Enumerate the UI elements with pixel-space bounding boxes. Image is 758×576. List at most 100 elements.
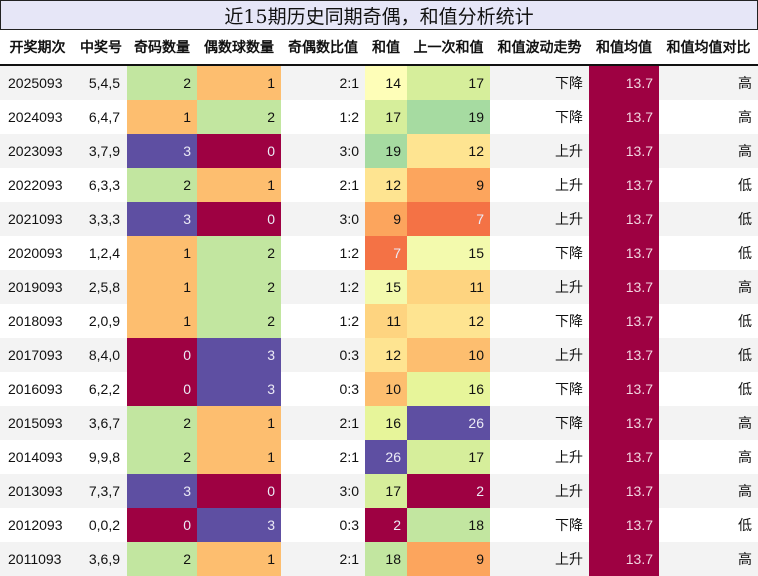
cell-sum: 2: [365, 508, 407, 542]
cell-odd-count: 2: [127, 168, 197, 202]
table-row: 2013093 7,3,7 3 0 3:0 17 2 上升 13.7 高: [0, 474, 758, 508]
table-row: 2023093 3,7,9 3 0 3:0 19 12 上升 13.7 高: [0, 134, 758, 168]
cell-prev-sum: 10: [407, 338, 490, 372]
cell-ratio: 0:3: [281, 372, 365, 406]
cell-even-count: 1: [197, 542, 281, 576]
col-header-odd-count: 奇码数量: [127, 30, 197, 66]
cell-even-count: 2: [197, 100, 281, 134]
cell-compare: 低: [659, 338, 758, 372]
cell-sum: 15: [365, 270, 407, 304]
cell-mean: 13.7: [589, 406, 659, 440]
cell-trend: 上升: [490, 474, 589, 508]
cell-compare: 低: [659, 168, 758, 202]
col-header-prev-sum: 上一次和值: [407, 30, 490, 66]
cell-trend: 上升: [490, 270, 589, 304]
table-row: 2015093 3,6,7 2 1 2:1 16 26 下降 13.7 高: [0, 406, 758, 440]
cell-even-count: 3: [197, 338, 281, 372]
cell-ratio: 2:1: [281, 168, 365, 202]
cell-numbers: 2,5,8: [75, 270, 127, 304]
cell-period: 2014093: [0, 440, 75, 474]
cell-mean: 13.7: [589, 508, 659, 542]
cell-period: 2021093: [0, 202, 75, 236]
cell-even-count: 0: [197, 202, 281, 236]
cell-numbers: 1,2,4: [75, 236, 127, 270]
col-header-period: 开奖期次: [0, 30, 75, 66]
cell-ratio: 3:0: [281, 134, 365, 168]
cell-even-count: 1: [197, 406, 281, 440]
table-row: 2021093 3,3,3 3 0 3:0 9 7 上升 13.7 低: [0, 202, 758, 236]
cell-even-count: 1: [197, 65, 281, 100]
cell-odd-count: 3: [127, 134, 197, 168]
cell-even-count: 1: [197, 168, 281, 202]
cell-mean: 13.7: [589, 100, 659, 134]
cell-period: 2012093: [0, 508, 75, 542]
cell-period: 2015093: [0, 406, 75, 440]
table-row: 2022093 6,3,3 2 1 2:1 12 9 上升 13.7 低: [0, 168, 758, 202]
cell-trend: 上升: [490, 134, 589, 168]
table-row: 2025093 5,4,5 2 1 2:1 14 17 下降 13.7 高: [0, 65, 758, 100]
cell-odd-count: 0: [127, 338, 197, 372]
col-header-even-count: 偶数球数量: [197, 30, 281, 66]
cell-compare: 高: [659, 406, 758, 440]
cell-mean: 13.7: [589, 304, 659, 338]
cell-sum: 17: [365, 100, 407, 134]
col-header-numbers: 中奖号: [75, 30, 127, 66]
table-row: 2024093 6,4,7 1 2 1:2 17 19 下降 13.7 高: [0, 100, 758, 134]
cell-numbers: 8,4,0: [75, 338, 127, 372]
cell-period: 2020093: [0, 236, 75, 270]
cell-mean: 13.7: [589, 134, 659, 168]
cell-compare: 低: [659, 304, 758, 338]
cell-trend: 下降: [490, 65, 589, 100]
cell-ratio: 1:2: [281, 236, 365, 270]
cell-period: 2019093: [0, 270, 75, 304]
cell-period: 2013093: [0, 474, 75, 508]
cell-ratio: 1:2: [281, 270, 365, 304]
cell-trend: 下降: [490, 304, 589, 338]
cell-numbers: 6,2,2: [75, 372, 127, 406]
cell-sum: 9: [365, 202, 407, 236]
cell-compare: 高: [659, 440, 758, 474]
cell-period: 2025093: [0, 65, 75, 100]
cell-odd-count: 2: [127, 440, 197, 474]
cell-trend: 上升: [490, 440, 589, 474]
table-title: 近15期历史同期奇偶，和值分析统计: [0, 0, 758, 30]
cell-odd-count: 2: [127, 65, 197, 100]
cell-numbers: 2,0,9: [75, 304, 127, 338]
table-row: 2016093 6,2,2 0 3 0:3 10 16 下降 13.7 低: [0, 372, 758, 406]
cell-trend: 下降: [490, 372, 589, 406]
cell-ratio: 1:2: [281, 304, 365, 338]
cell-trend: 上升: [490, 202, 589, 236]
cell-numbers: 7,3,7: [75, 474, 127, 508]
cell-sum: 12: [365, 338, 407, 372]
cell-even-count: 2: [197, 304, 281, 338]
cell-trend: 下降: [490, 508, 589, 542]
cell-numbers: 9,9,8: [75, 440, 127, 474]
cell-odd-count: 3: [127, 474, 197, 508]
cell-sum: 26: [365, 440, 407, 474]
cell-even-count: 0: [197, 474, 281, 508]
cell-mean: 13.7: [589, 372, 659, 406]
cell-prev-sum: 19: [407, 100, 490, 134]
cell-odd-count: 1: [127, 236, 197, 270]
cell-mean: 13.7: [589, 202, 659, 236]
cell-odd-count: 1: [127, 304, 197, 338]
table-row: 2019093 2,5,8 1 2 1:2 15 11 上升 13.7 高: [0, 270, 758, 304]
cell-mean: 13.7: [589, 542, 659, 576]
cell-even-count: 3: [197, 372, 281, 406]
cell-compare: 高: [659, 542, 758, 576]
cell-even-count: 2: [197, 236, 281, 270]
cell-compare: 高: [659, 100, 758, 134]
table-row: 2017093 8,4,0 0 3 0:3 12 10 上升 13.7 低: [0, 338, 758, 372]
cell-mean: 13.7: [589, 168, 659, 202]
cell-prev-sum: 12: [407, 304, 490, 338]
cell-sum: 10: [365, 372, 407, 406]
cell-ratio: 2:1: [281, 440, 365, 474]
cell-compare: 低: [659, 202, 758, 236]
cell-ratio: 3:0: [281, 202, 365, 236]
col-header-ratio: 奇偶数比值: [281, 30, 365, 66]
cell-mean: 13.7: [589, 236, 659, 270]
cell-prev-sum: 17: [407, 440, 490, 474]
cell-numbers: 3,7,9: [75, 134, 127, 168]
cell-prev-sum: 11: [407, 270, 490, 304]
cell-trend: 下降: [490, 100, 589, 134]
